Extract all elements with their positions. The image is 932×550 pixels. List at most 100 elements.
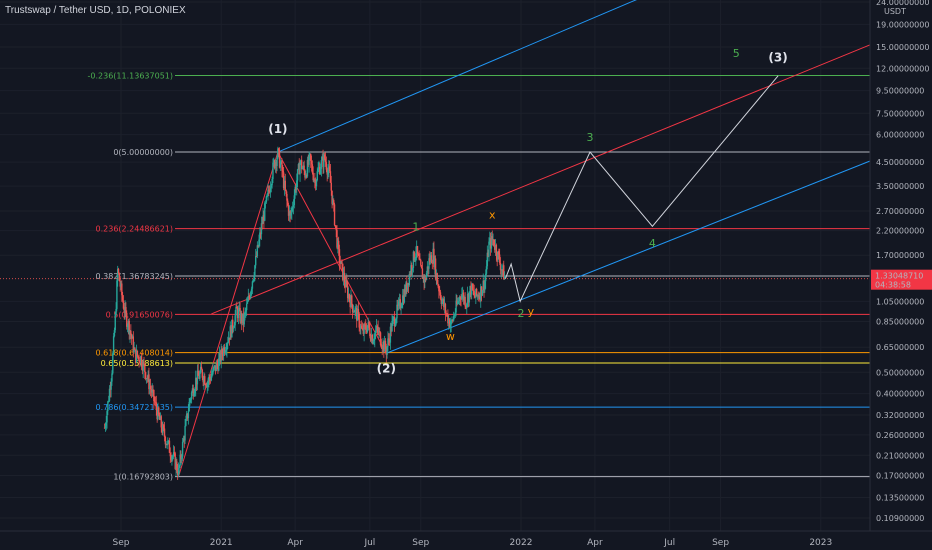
candle-body (501, 269, 503, 271)
candle-body (365, 325, 367, 330)
x-tick-label: 2022 (510, 538, 533, 548)
candle-body (494, 244, 497, 250)
candle-body (440, 298, 443, 304)
candle-body (401, 305, 403, 308)
candle-body (113, 330, 116, 337)
candle-body (402, 295, 404, 306)
candle-body (351, 304, 354, 313)
candle-body (293, 195, 296, 206)
candle-body (104, 425, 107, 428)
candle-body (298, 164, 300, 175)
candle-body (390, 326, 392, 332)
x-axis-panel[interactable] (0, 531, 932, 550)
candle-body (153, 401, 156, 403)
candle-body (288, 211, 291, 216)
candle-body (371, 334, 374, 344)
y-tick-label: 0.10900000 (876, 514, 924, 523)
candle-body (175, 461, 177, 469)
candle-body (264, 202, 267, 204)
candle-body (466, 303, 468, 307)
candle-body (279, 163, 282, 168)
symbol-title[interactable]: Trustswap / Tether USD, 1D, POLONIEX (5, 5, 186, 16)
candle-body (284, 180, 286, 190)
candle-body (461, 294, 463, 299)
candle-body (495, 244, 498, 256)
y-tick-label: 0.13500000 (876, 494, 924, 503)
candle-body (195, 377, 198, 385)
candle-body (309, 153, 311, 156)
candle-body (152, 389, 154, 391)
fib-level-label: -0.236(11.13637051) (88, 71, 173, 80)
candle-body (144, 364, 146, 373)
candle-body (419, 259, 421, 261)
x-tick-label: Sep (412, 538, 429, 548)
candle-body (295, 187, 297, 190)
candle-body (400, 307, 402, 309)
candle-body (140, 356, 142, 364)
candle-body (203, 376, 205, 383)
candle-body (389, 326, 392, 343)
candle-body (119, 281, 121, 287)
candle-body (470, 286, 472, 295)
candle-body (147, 374, 149, 379)
candle-body (133, 348, 135, 352)
candle-body (375, 326, 378, 331)
candle-body (254, 265, 256, 277)
fib-level-label: 0.5(0.91650076) (106, 310, 173, 319)
candle-body (392, 318, 394, 321)
candle-body (385, 349, 387, 356)
candle-body (473, 290, 475, 296)
candle-body (367, 322, 369, 326)
y-axis-panel[interactable] (870, 0, 932, 531)
candle-body (300, 160, 303, 170)
candle-body (250, 288, 253, 292)
candle-body (328, 166, 330, 171)
candle-body (486, 252, 489, 267)
candle-body (248, 296, 250, 298)
candle-body (294, 187, 296, 196)
candle-body (305, 174, 307, 178)
candle-body (191, 388, 194, 393)
candle-body (180, 454, 182, 459)
candle-body (453, 315, 456, 317)
candle-body (387, 338, 389, 347)
candle-body (107, 400, 110, 402)
candle-body (142, 361, 144, 371)
candle-body (362, 329, 364, 334)
candle-body (134, 348, 136, 350)
candle-body (451, 319, 453, 321)
candle-body (211, 373, 213, 376)
candle-body (168, 440, 171, 453)
candle-body (332, 200, 334, 204)
candle-body (201, 369, 204, 378)
candle-body (360, 325, 363, 329)
candle-body (310, 160, 313, 165)
y-axis-ticks: 24.00000000 19.00000000 15.00000000 12.0000… (876, 0, 929, 523)
candle-body (257, 245, 259, 247)
candle-body (222, 354, 224, 356)
candle-body (335, 225, 337, 231)
y-tick-label: 24.00000000 (876, 0, 929, 7)
candle-body (150, 389, 153, 393)
candle-body (138, 356, 140, 362)
candle-body (313, 179, 315, 181)
candle-body (125, 307, 127, 313)
candle-body (412, 251, 415, 268)
candle-body (278, 148, 280, 151)
candle-body (290, 213, 292, 216)
candle-body (198, 375, 200, 379)
y-tick-label: 0.85000000 (876, 318, 924, 327)
candle-body (340, 261, 342, 264)
candle-body (172, 456, 174, 458)
candle-body (151, 389, 153, 393)
candle-body (434, 258, 436, 268)
candle-body (439, 292, 442, 299)
candle-body (218, 358, 220, 371)
y-tick-label: 3.50000000 (876, 182, 924, 191)
candle-body (232, 327, 235, 329)
candle-body (182, 438, 185, 442)
candle-body (237, 309, 240, 319)
candle-body (466, 293, 469, 304)
candle-body (341, 261, 343, 264)
